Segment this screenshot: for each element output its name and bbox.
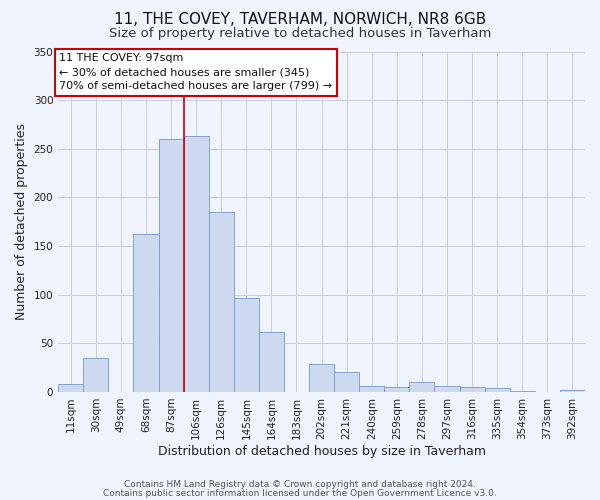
Bar — [460, 387, 485, 392]
Bar — [560, 390, 585, 392]
Y-axis label: Number of detached properties: Number of detached properties — [15, 123, 28, 320]
Text: Contains public sector information licensed under the Open Government Licence v3: Contains public sector information licen… — [103, 488, 497, 498]
X-axis label: Distribution of detached houses by size in Taverham: Distribution of detached houses by size … — [158, 444, 485, 458]
Text: 11 THE COVEY: 97sqm
← 30% of detached houses are smaller (345)
70% of semi-detac: 11 THE COVEY: 97sqm ← 30% of detached ho… — [59, 54, 332, 92]
Bar — [259, 332, 284, 392]
Bar — [334, 372, 359, 392]
Bar — [158, 139, 184, 392]
Bar — [359, 386, 385, 392]
Bar — [510, 391, 535, 392]
Bar — [409, 382, 434, 392]
Bar — [234, 298, 259, 392]
Bar — [434, 386, 460, 392]
Text: Size of property relative to detached houses in Taverham: Size of property relative to detached ho… — [109, 28, 491, 40]
Bar — [209, 212, 234, 392]
Text: 11, THE COVEY, TAVERHAM, NORWICH, NR8 6GB: 11, THE COVEY, TAVERHAM, NORWICH, NR8 6G… — [114, 12, 486, 28]
Bar — [385, 387, 409, 392]
Bar — [83, 358, 109, 392]
Bar — [485, 388, 510, 392]
Bar — [309, 364, 334, 392]
Bar — [58, 384, 83, 392]
Bar — [133, 234, 158, 392]
Text: Contains HM Land Registry data © Crown copyright and database right 2024.: Contains HM Land Registry data © Crown c… — [124, 480, 476, 489]
Bar — [184, 136, 209, 392]
